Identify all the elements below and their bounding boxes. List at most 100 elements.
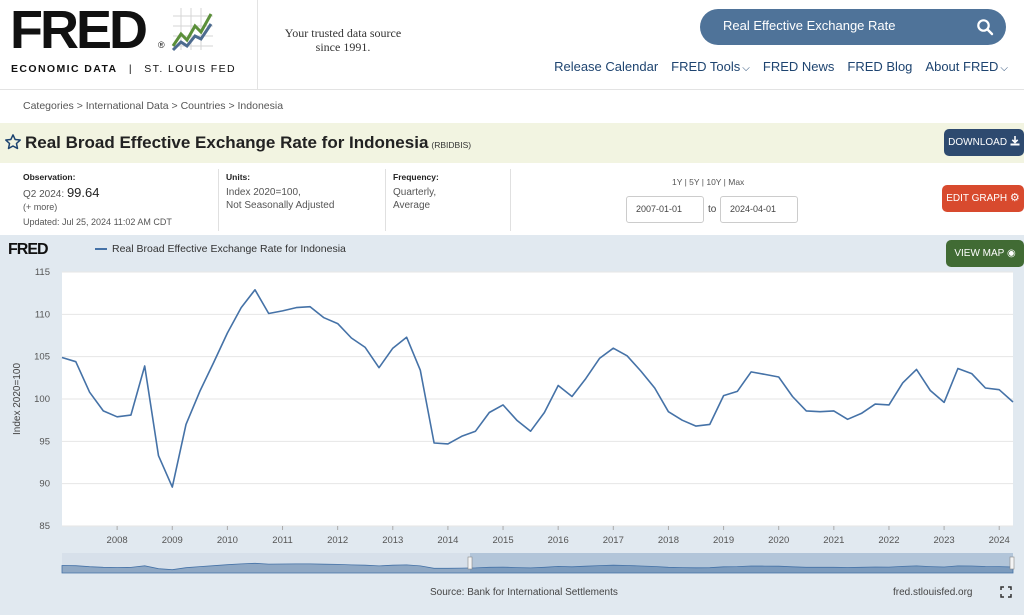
x-tick-label: 2008 (107, 535, 128, 546)
series-title-text: Real Broad Effective Exchange Rate for I… (25, 133, 429, 152)
y-tick-label: 90 (39, 479, 50, 490)
main-nav: Release Calendar FRED Tools ⌵ FRED News F… (554, 59, 1008, 74)
units-block: Units: Index 2020=100, Not Seasonally Ad… (226, 171, 334, 212)
y-tick-label: 115 (35, 267, 50, 278)
navigator-left-handle[interactable] (467, 556, 473, 570)
x-tick-label: 2011 (272, 535, 292, 546)
search-icon[interactable] (976, 18, 994, 36)
y-tick-label: 85 (39, 521, 50, 532)
divider (510, 169, 511, 231)
search-bar[interactable]: Real Effective Exchange Rate (700, 9, 1006, 45)
logo-subtitle: ECONOMIC DATA | ST. LOUIS FED (11, 63, 236, 75)
frequency-line-2: Average (393, 200, 431, 211)
x-tick-label: 2019 (713, 535, 734, 546)
observation-label: Observation: (23, 172, 76, 182)
search-input[interactable]: Real Effective Exchange Rate (723, 18, 896, 33)
frequency-line-1: Quarterly, (393, 187, 437, 198)
navigator-selected-range[interactable] (470, 553, 1013, 573)
x-tick-label: 2021 (823, 535, 844, 546)
x-tick-label: 2013 (382, 535, 403, 546)
tagline-line-1: Your trusted data source (284, 26, 402, 40)
x-tick-label: 2024 (989, 535, 1010, 546)
globe-icon: ◉ (1006, 248, 1016, 259)
nav-fred-tools-label: FRED Tools (671, 59, 741, 74)
tagline: Your trusted data source since 1991. (268, 26, 418, 54)
fullscreen-icon[interactable] (1000, 586, 1012, 598)
start-date-input[interactable]: 2007-01-01 (626, 196, 704, 223)
y-tick-label: 95 (39, 436, 50, 447)
observation-value: 99.64 (66, 185, 100, 200)
edit-graph-button-label: EDIT GRAPH (946, 193, 1008, 204)
chart-source: Source: Bank for International Settlemen… (430, 587, 618, 598)
gridlines (62, 271, 1013, 527)
series-line[interactable] (61, 289, 1014, 488)
chevron-down-icon: ⌵ (742, 63, 750, 74)
x-tick-label: 2015 (492, 535, 513, 546)
units-line-2: Not Seasonally Adjusted (226, 200, 335, 211)
frequency-label: Frequency: (393, 172, 439, 182)
observation-block: Observation: Q2 2024: 99.64 (+ more) Upd… (23, 171, 172, 229)
navigator-right-handle[interactable] (1009, 556, 1015, 570)
frequency-block: Frequency: Quarterly, Average (393, 171, 439, 212)
chevron-down-icon: ⌵ (1000, 63, 1008, 74)
y-tick-label: 100 (34, 394, 50, 405)
divider (218, 169, 219, 231)
x-axis-ticks: 2008 2009 2010 2011 2012 2013 2014 2015 2016 2017… (107, 526, 1010, 546)
download-button-label: DOWNLOAD (948, 137, 1008, 148)
series-id: (RBIDBIS) (431, 140, 472, 150)
navigator-series-area (61, 562, 1014, 574)
nav-release-calendar[interactable]: Release Calendar (554, 59, 659, 74)
x-tick-label: 2012 (327, 535, 348, 546)
nav-fred-news[interactable]: FRED News (762, 59, 835, 74)
view-map-button[interactable]: VIEW MAP ◉ (946, 240, 1024, 267)
more-observations-link[interactable]: (+ more) (23, 202, 58, 212)
x-tick-label: 2016 (548, 535, 569, 546)
breadcrumb[interactable]: Categories > International Data > Countr… (23, 100, 284, 112)
nav-fred-blog[interactable]: FRED Blog (847, 59, 913, 74)
logo-sub-separator: | (128, 63, 133, 75)
x-tick-label: 2014 (437, 535, 458, 546)
x-tick-label: 2022 (878, 535, 899, 546)
logo-sub-st-louis-fed: ST. LOUIS FED (144, 63, 236, 75)
observation-period: Q2 2024: (23, 189, 65, 200)
x-tick-label: 2009 (162, 535, 183, 546)
series-title-bar: Real Broad Effective Exchange Rate for I… (0, 123, 1024, 163)
observation-row: Q2 2024: 99.64 (23, 186, 172, 201)
updated-timestamp: Updated: Jul 25, 2024 11:02 AM CDT (23, 217, 172, 227)
tagline-line-2: since 1991. (315, 40, 371, 54)
legend-label: Real Broad Effective Exchange Rate for I… (112, 243, 346, 255)
date-to-label: to (708, 204, 717, 215)
site-header: FRED ® ECONOMIC DATA | ST. LOUIS FED (0, 0, 1024, 90)
nav-about-fred[interactable]: About FRED ⌵ (925, 59, 1008, 74)
y-tick-label: 105 (34, 352, 50, 363)
date-range-links[interactable]: 1Y | 5Y | 10Y | Max (672, 177, 745, 187)
download-icon (1010, 136, 1020, 146)
series-info: Observation: Q2 2024: 99.64 (+ more) Upd… (0, 163, 1024, 235)
chart-fred-logo: FRED (8, 241, 49, 258)
gear-icon: ⚙ (1009, 192, 1020, 204)
logo-sub-economic-data: ECONOMIC DATA (11, 63, 118, 75)
fred-url-link[interactable]: fred.stlouisfed.org (893, 587, 973, 598)
end-date-input[interactable]: 2024-04-01 (720, 196, 798, 223)
fred-logo[interactable]: FRED ® ECONOMIC DATA | ST. LOUIS FED (0, 0, 258, 90)
logo-registered-mark: ® (158, 40, 165, 50)
x-tick-label: 2017 (603, 535, 624, 546)
divider (385, 169, 386, 231)
nav-fred-tools[interactable]: FRED Tools ⌵ (671, 59, 750, 74)
edit-graph-button[interactable]: EDIT GRAPH ⚙ (942, 185, 1024, 212)
view-map-button-label: VIEW MAP (954, 248, 1005, 259)
y-tick-label: 110 (35, 309, 50, 320)
page-title: Real Broad Effective Exchange Rate for I… (25, 133, 471, 153)
x-tick-label: 2023 (934, 535, 955, 546)
units-label: Units: (226, 172, 251, 182)
legend-swatch (95, 248, 107, 251)
nav-about-fred-label: About FRED (925, 59, 999, 74)
x-tick-label: 2018 (658, 535, 679, 546)
units-line-1: Index 2020=100, (226, 187, 301, 198)
star-icon[interactable] (4, 133, 22, 151)
logo-wordmark: FRED (10, 0, 148, 60)
download-button[interactable]: DOWNLOAD (944, 129, 1024, 156)
logo-graph-icon (171, 6, 215, 52)
